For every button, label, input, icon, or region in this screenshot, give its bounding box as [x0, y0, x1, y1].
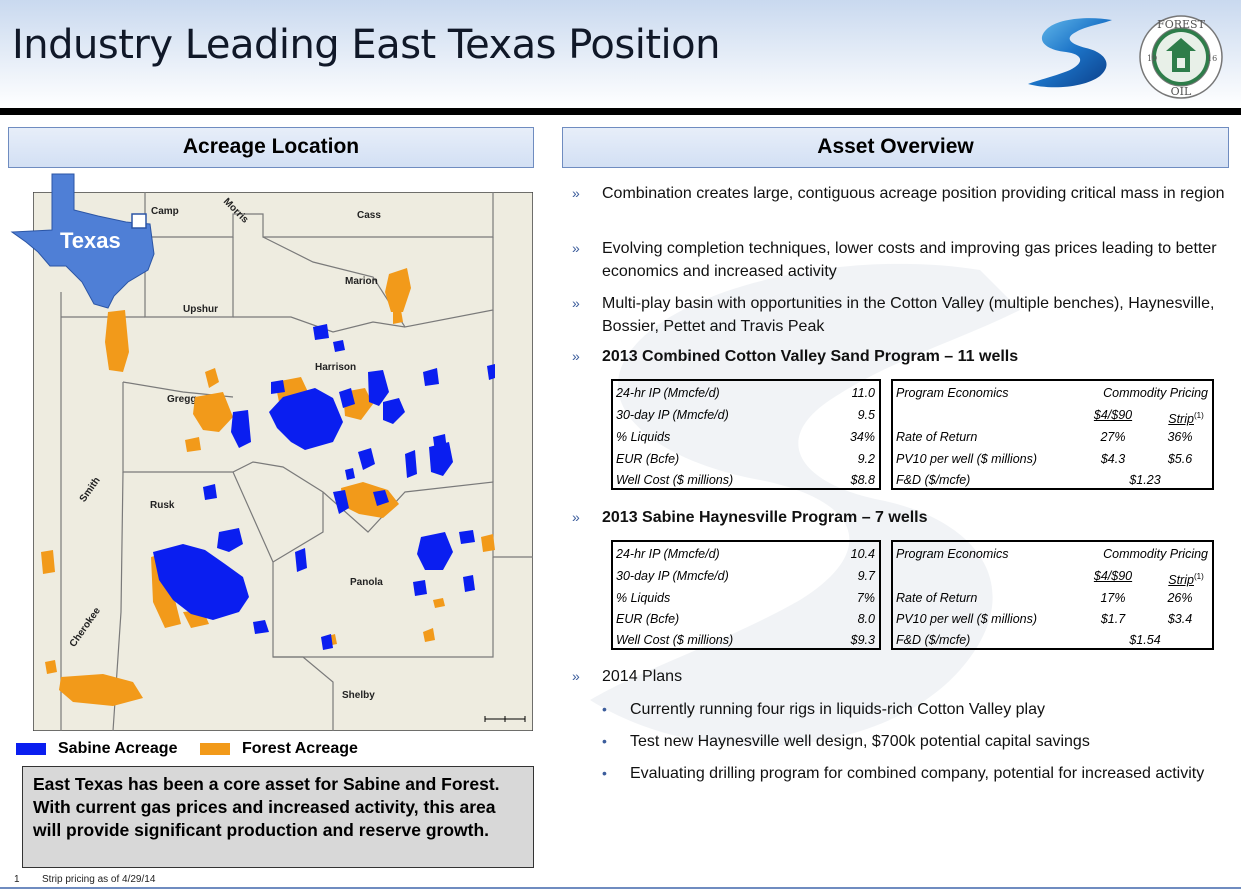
sub-bullet-icon: •	[602, 701, 607, 717]
footnote-text: Strip pricing as of 4/29/14	[42, 874, 156, 885]
texas-inset-label: Texas	[60, 228, 121, 253]
sub-bullet-icon: •	[602, 765, 607, 781]
table-row: % Liquids 7%	[616, 591, 875, 605]
table-row: 30-day IP (Mmcfe/d) 9.7	[616, 569, 875, 583]
forest-logo-top-text: FOREST	[1157, 18, 1205, 31]
asset-overview-header: Asset Overview	[562, 127, 1229, 168]
header-divider	[0, 108, 1241, 115]
table-row: EUR (Bcfe) 9.2	[616, 452, 875, 466]
legend-label-forest: Forest Acreage	[242, 740, 358, 757]
table-row: % Liquids 34%	[616, 430, 875, 444]
county-label: Gregg	[167, 394, 196, 405]
texas-inset-icon: Texas	[10, 173, 155, 309]
cv-metrics-table: 24-hr IP (Mmcfe/d) 11.0 30-day IP (Mmcfe/…	[611, 379, 881, 490]
table-row: F&D ($/mcfe) $1.23	[896, 473, 1161, 487]
legend-label-sabine: Sabine Acreage	[58, 740, 178, 757]
table-row: Rate of Return 17% 26%	[896, 591, 1193, 605]
forest-year-left: 19	[1147, 54, 1157, 63]
table-row: PV10 per well ($ millions) $1.7 $3.4	[896, 612, 1193, 626]
county-label: Rusk	[150, 500, 175, 511]
bullet-marker-icon: »	[572, 509, 580, 525]
table-row: EUR (Bcfe) 8.0	[616, 612, 875, 626]
hv-economics-table: Program Economics Commodity Pricing $4/$9…	[891, 540, 1214, 650]
forest-year-right: 16	[1207, 54, 1217, 63]
table-row: Rate of Return 27% 36%	[896, 430, 1193, 444]
forest-swatch	[200, 743, 230, 755]
acreage-location-header: Acreage Location	[8, 127, 534, 168]
sabine-logo-icon	[1028, 18, 1112, 88]
table-row: 24-hr IP (Mmcfe/d) 10.4	[616, 547, 875, 561]
bullet-marker-icon: »	[572, 295, 580, 311]
bullet-marker-icon: »	[572, 185, 580, 201]
table-row: F&D ($/mcfe) $1.54	[896, 633, 1161, 647]
bullet-marker-icon: »	[572, 668, 580, 684]
sub-bullet-icon: •	[602, 733, 607, 749]
county-label: Cass	[357, 210, 381, 221]
county-label: Marion	[345, 276, 378, 287]
slide-header: Industry Leading East Texas Position FOR…	[0, 0, 1241, 108]
page-title: Industry Leading East Texas Position	[12, 22, 720, 68]
hv-metrics-table: 24-hr IP (Mmcfe/d) 10.4 30-day IP (Mmcfe/…	[611, 540, 881, 650]
watermark-swoosh-icon	[590, 263, 1020, 746]
forest-logo-bottom-text: OIL	[1171, 85, 1192, 98]
table-row: Well Cost ($ millions) $8.8	[616, 473, 875, 487]
table-row: 30-day IP (Mmcfe/d) 9.5	[616, 408, 875, 422]
table-row: 24-hr IP (Mmcfe/d) 11.0	[616, 386, 875, 400]
bullet-marker-icon: »	[572, 348, 580, 364]
county-label: Camp	[151, 206, 179, 217]
legend-sabine: Sabine Acreage	[16, 739, 177, 759]
footnote-number: 1	[14, 874, 20, 885]
footnote: 1 Strip pricing as of 4/29/14	[14, 874, 155, 885]
table-row: Program Economics Commodity Pricing	[896, 547, 1208, 561]
county-label: Panola	[350, 577, 383, 588]
table-row: PV10 per well ($ millions) $4.3 $5.6	[896, 452, 1193, 466]
county-label: Upshur	[183, 304, 218, 315]
forest-oil-logo-icon: FOREST OIL 19 16	[1139, 15, 1223, 99]
summary-box: East Texas has been a core asset for Sab…	[22, 766, 534, 868]
cv-economics-table: Program Economics Commodity Pricing $4/$9…	[891, 379, 1214, 490]
table-row: $4/$90 Strip(1)	[1093, 569, 1204, 588]
table-row: $4/$90 Strip(1)	[1093, 408, 1204, 427]
county-label: Shelby	[342, 690, 375, 701]
county-label: Harrison	[315, 362, 356, 373]
sabine-swatch	[16, 743, 46, 755]
bullet-marker-icon: »	[572, 240, 580, 256]
footer-divider	[0, 887, 1241, 889]
table-row: Well Cost ($ millions) $9.3	[616, 633, 875, 647]
table-row: Program Economics Commodity Pricing	[896, 386, 1208, 400]
legend-forest: Forest Acreage	[200, 739, 358, 759]
